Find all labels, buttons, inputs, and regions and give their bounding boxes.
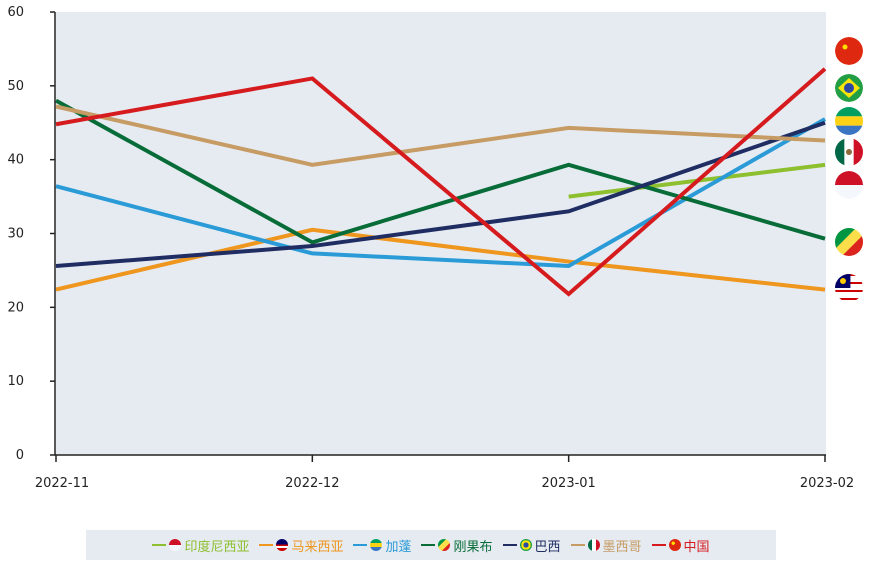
legend-line-swatch bbox=[353, 544, 368, 546]
legend-label: 马来西亚 bbox=[291, 539, 344, 555]
chart-legend: 印度尼西亚 马来西亚 加蓬 刚果布 巴西 墨西哥 中国 bbox=[86, 530, 776, 560]
gabon-flag-icon bbox=[370, 539, 383, 551]
legend-item[interactable]: 加蓬 bbox=[353, 536, 411, 555]
legend-label: 印度尼西亚 bbox=[184, 539, 250, 555]
x-tick-label: 2023-01 bbox=[542, 476, 596, 491]
line-chart: 0 10 20 30 40 50 60 2022-11 2022-12 2023-01 2023-0… bbox=[7, 5, 863, 491]
brazil-flag-icon bbox=[519, 539, 532, 551]
gabon-flag-icon bbox=[835, 107, 863, 135]
series-line-4 bbox=[55, 120, 826, 268]
y-tick-label: 50 bbox=[7, 79, 24, 94]
china-flag-icon bbox=[835, 37, 863, 65]
series-line-6 bbox=[55, 67, 827, 297]
legend-label: 中国 bbox=[683, 539, 710, 555]
legend-line-swatch bbox=[259, 544, 274, 546]
y-tick-label: 0 bbox=[16, 448, 24, 463]
legend-item[interactable]: 马来西亚 bbox=[259, 536, 343, 555]
congo-flag-icon bbox=[438, 539, 451, 551]
malaysia-flag-icon bbox=[276, 539, 289, 551]
indonesia-flag-icon bbox=[835, 171, 863, 199]
malaysia-flag-icon bbox=[835, 274, 863, 302]
series-line-5 bbox=[55, 104, 826, 167]
brazil-flag-icon bbox=[835, 74, 863, 102]
y-tick-label: 30 bbox=[7, 227, 24, 242]
legend-line-swatch bbox=[502, 544, 517, 546]
series-line-3 bbox=[55, 98, 826, 245]
y-tick-label: 40 bbox=[7, 153, 24, 168]
legend-line-swatch bbox=[570, 544, 585, 546]
x-tick-label: 2022-12 bbox=[285, 476, 339, 491]
congo-flag-icon bbox=[835, 228, 863, 256]
legend-line-swatch bbox=[152, 544, 167, 546]
legend-label: 巴西 bbox=[534, 539, 561, 555]
y-tick-label: 20 bbox=[7, 300, 24, 315]
legend-item[interactable]: 巴西 bbox=[502, 536, 561, 555]
legend-line-swatch bbox=[651, 544, 666, 546]
indonesia-flag-icon bbox=[169, 539, 182, 551]
legend-label: 墨西哥 bbox=[602, 539, 642, 555]
y-tick-label: 10 bbox=[7, 374, 24, 389]
legend-line-swatch bbox=[421, 544, 436, 546]
legend-item[interactable]: 刚果布 bbox=[421, 536, 493, 555]
x-tick-label: 2022-11 bbox=[35, 476, 89, 491]
legend-item[interactable]: 中国 bbox=[651, 536, 710, 555]
series-line-2 bbox=[55, 117, 826, 269]
legend-label: 刚果布 bbox=[453, 539, 493, 555]
x-tick-label: 2023-02 bbox=[800, 476, 854, 491]
mexico-flag-icon bbox=[835, 138, 863, 166]
mexico-flag-icon bbox=[587, 539, 600, 551]
y-tick-label: 60 bbox=[7, 5, 24, 20]
plot-background bbox=[56, 12, 826, 455]
series-line-1 bbox=[55, 227, 826, 292]
legend-item[interactable]: 墨西哥 bbox=[570, 536, 642, 555]
legend-item[interactable]: 印度尼西亚 bbox=[152, 536, 249, 555]
china-flag-icon bbox=[668, 539, 681, 551]
legend-label: 加蓬 bbox=[385, 539, 412, 555]
